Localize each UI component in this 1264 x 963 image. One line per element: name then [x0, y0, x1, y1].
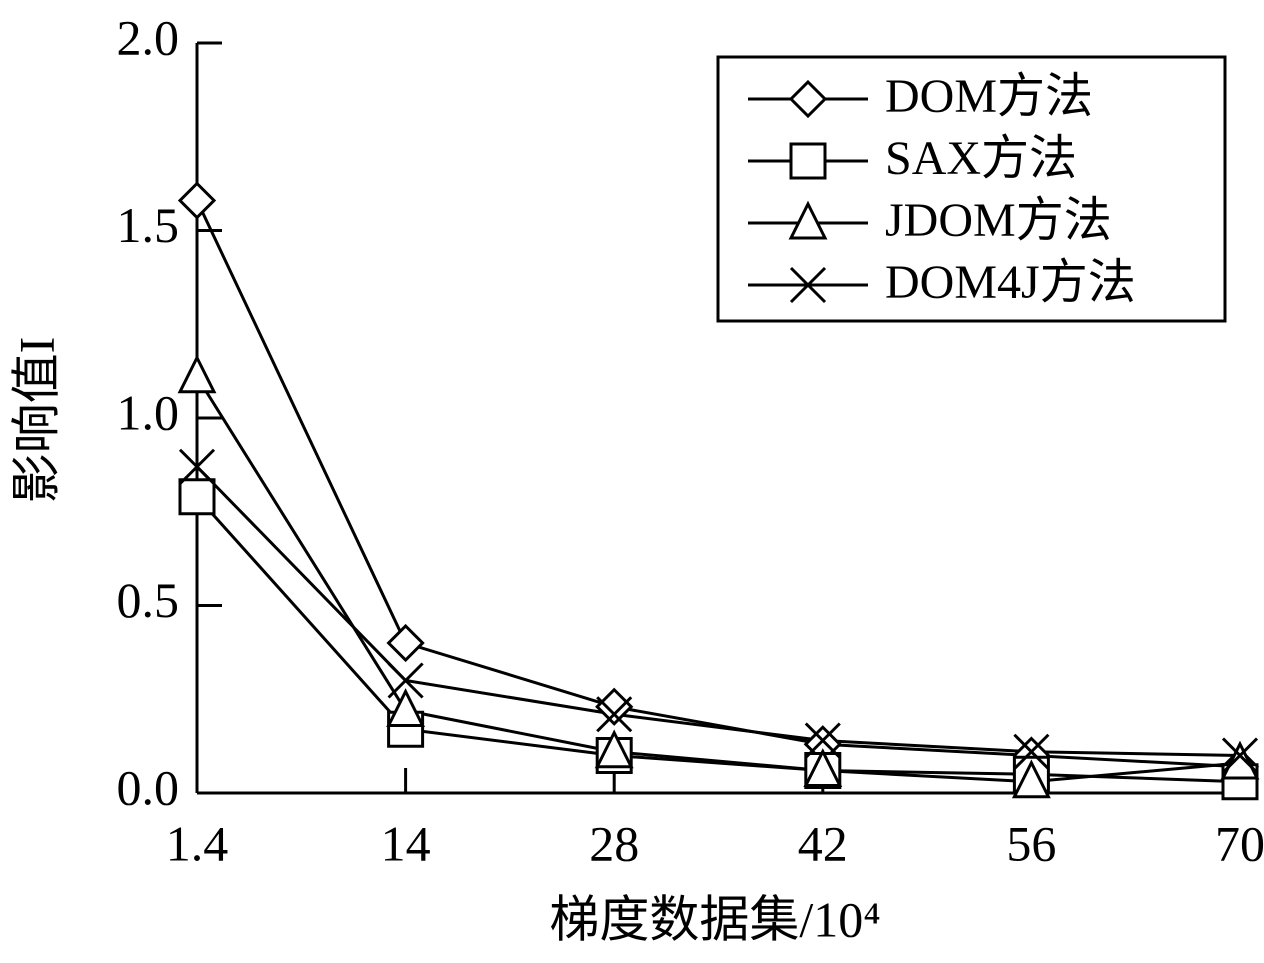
data-point [1220, 740, 1260, 780]
data-point [386, 623, 425, 663]
data-point [596, 696, 633, 733]
data-point [595, 687, 634, 726]
data-point [1011, 759, 1051, 799]
y-axis-title: 影响值I [8, 337, 64, 504]
x-axis-title: 梯度数据集/10⁴ [549, 891, 880, 947]
x-tick-label: 14 [381, 815, 431, 871]
series-line [195, 375, 1241, 784]
data-point [594, 729, 634, 769]
y-tick-label: 1.0 [117, 384, 180, 440]
data-point [386, 688, 426, 727]
data-point [1221, 737, 1259, 774]
data-point [803, 748, 843, 787]
legend-marker [788, 79, 828, 119]
x-tick-label: 1.4 [166, 815, 229, 871]
data-point [387, 662, 424, 699]
data-point [177, 181, 217, 220]
series-line [195, 199, 1241, 769]
data-point [178, 448, 216, 485]
legend-label: DOM方法 [885, 70, 1093, 123]
legend-marker [789, 142, 827, 180]
legend-marker [789, 266, 827, 304]
y-tick-label: 0.5 [117, 572, 180, 628]
legend-label: JDOM方法 [885, 194, 1112, 247]
y-tick-label: 2.0 [117, 9, 180, 65]
series-line [195, 495, 1241, 784]
y-tick-label: 0.0 [117, 759, 180, 815]
legend-label: DOM4J方法 [885, 256, 1136, 309]
legend-marker [788, 200, 828, 240]
legend-label: SAX方法 [885, 132, 1077, 185]
x-tick-label: 28 [589, 815, 639, 871]
y-tick-label: 1.5 [117, 197, 180, 253]
x-tick-label: 42 [798, 815, 848, 871]
x-tick-label: 56 [1006, 815, 1056, 871]
series-line [195, 465, 1241, 757]
data-point [178, 478, 216, 516]
data-point [804, 722, 841, 759]
x-tick-label: 70 [1215, 815, 1264, 871]
data-point [1013, 733, 1050, 770]
data-point [177, 354, 217, 394]
